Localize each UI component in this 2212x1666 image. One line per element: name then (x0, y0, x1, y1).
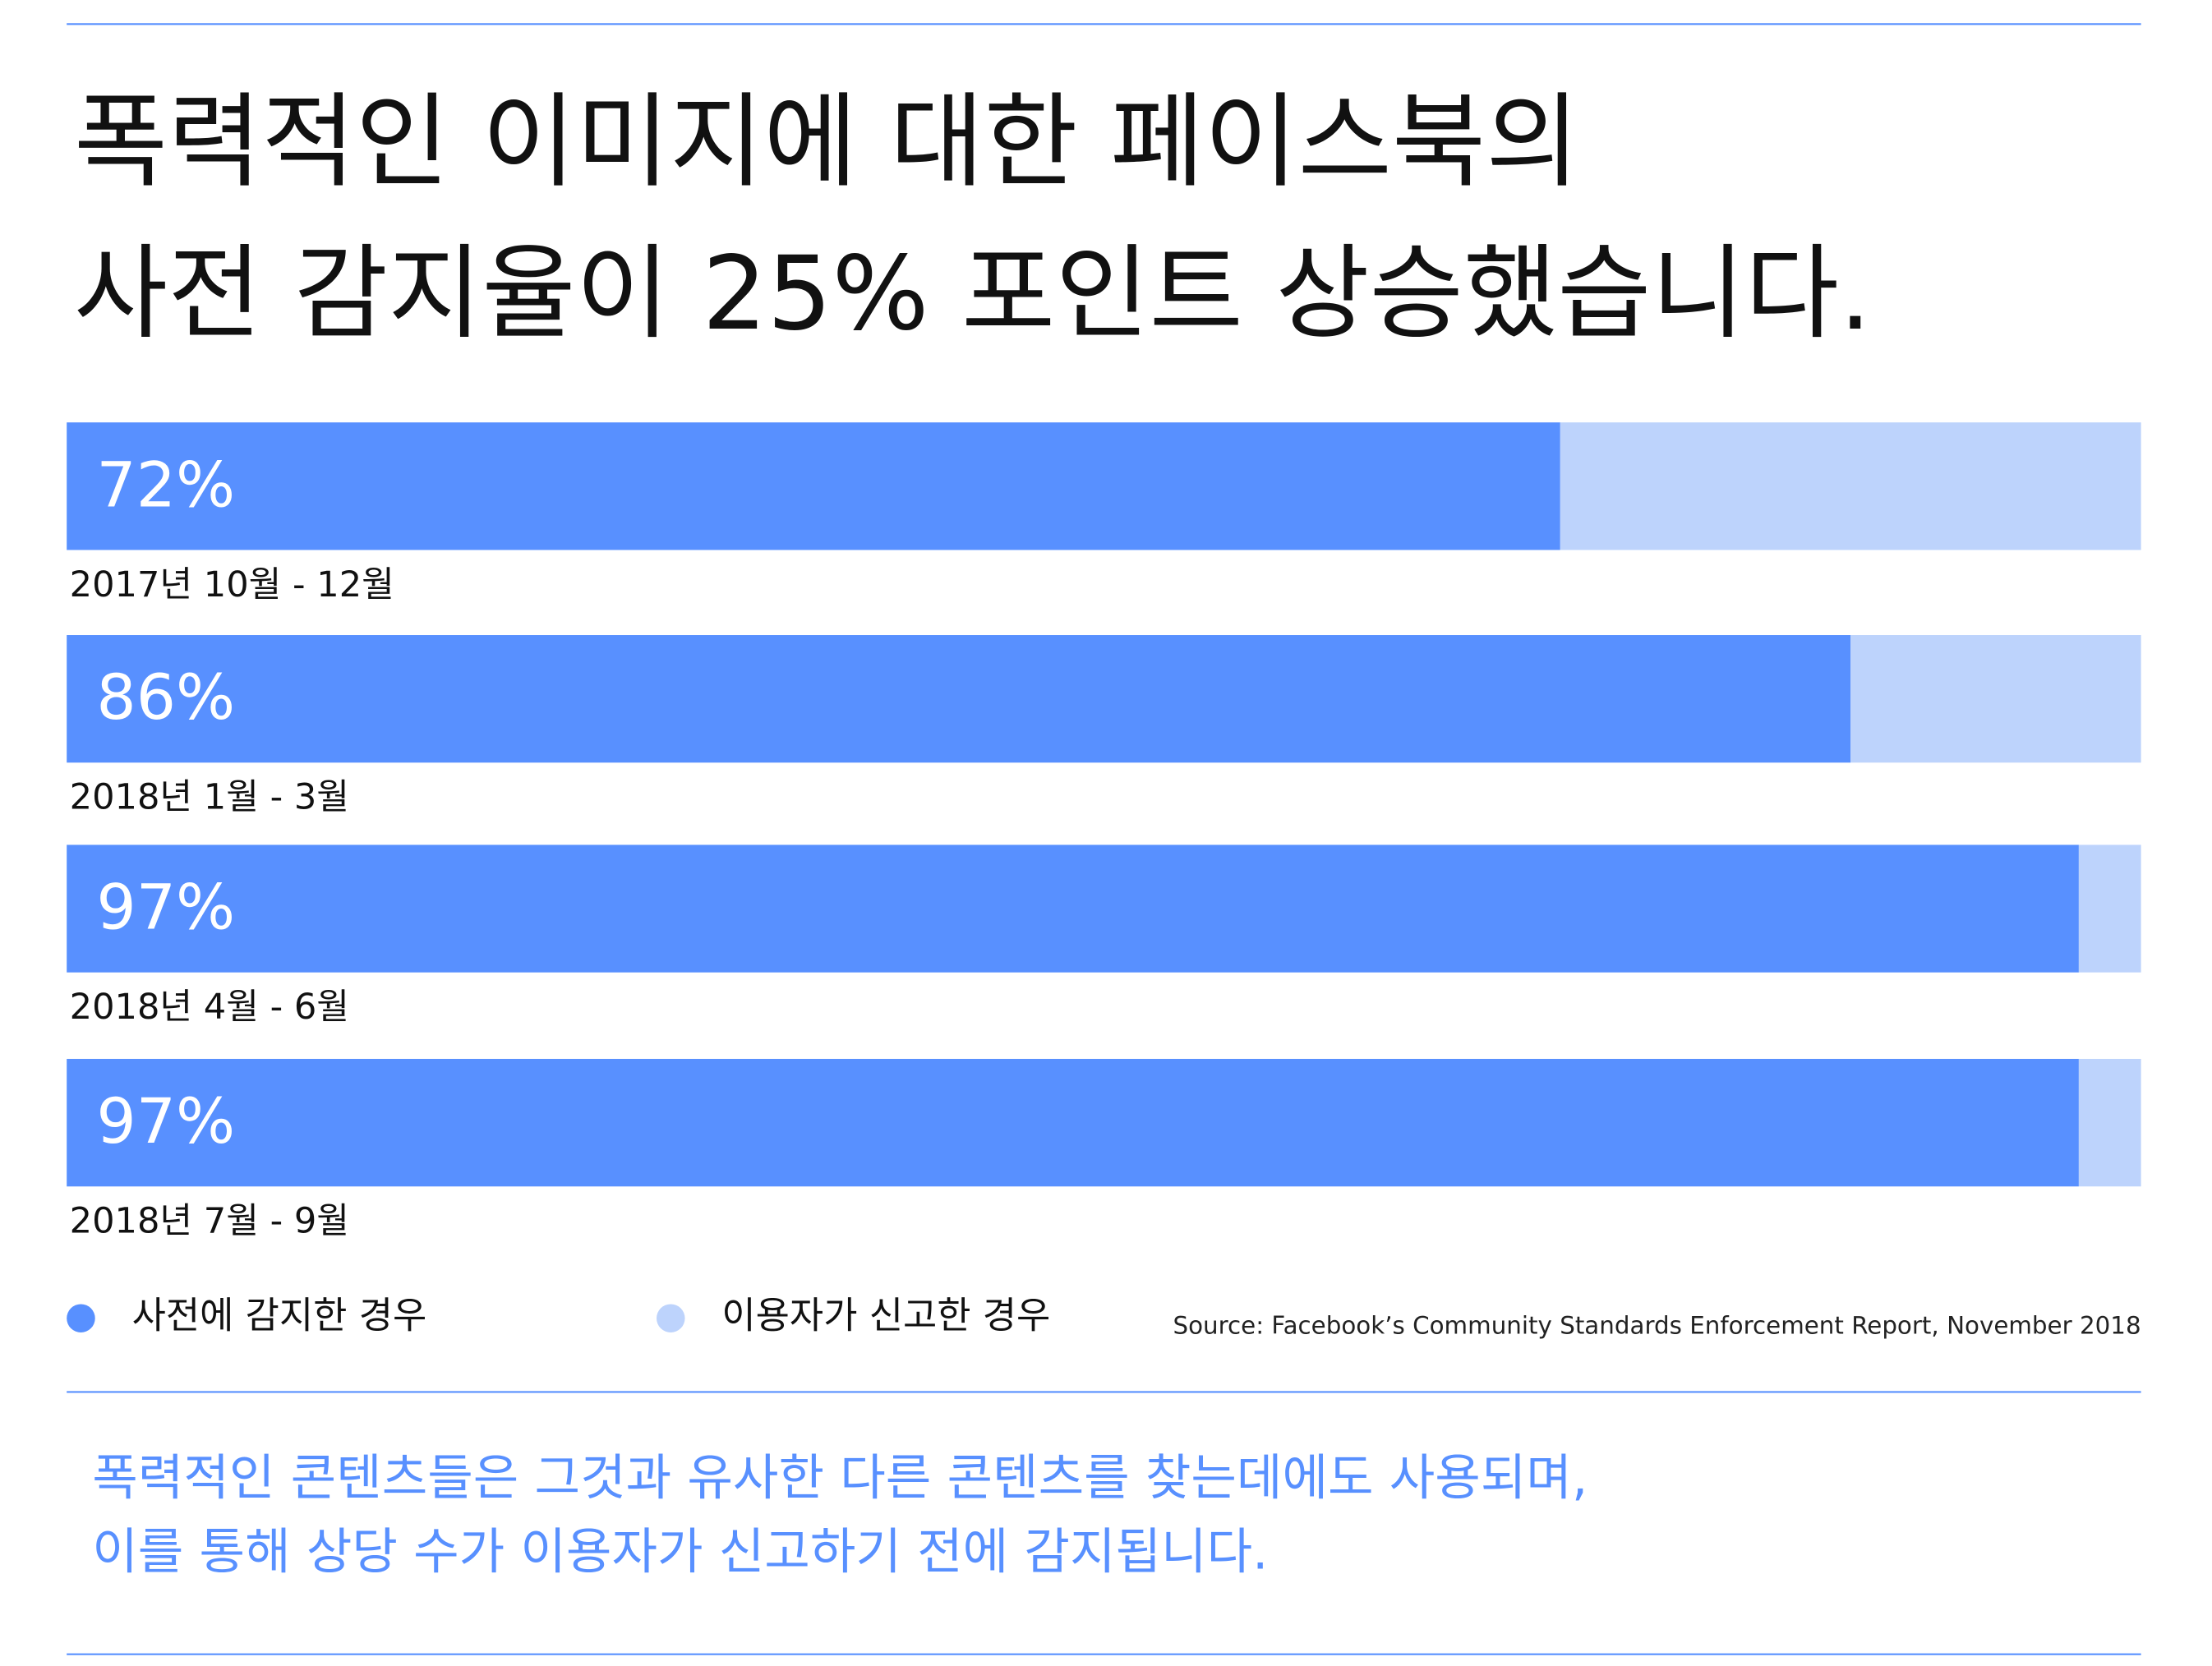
category-label: 2018년 1월 - 3월 (70, 777, 349, 818)
value-label: 86% (96, 661, 235, 734)
bar-segment (1850, 635, 2141, 763)
legend-marker (67, 1304, 95, 1332)
legend-label: 이용자가 신고한 경우 (721, 1294, 1050, 1337)
bar-segment (2078, 1058, 2141, 1187)
caption: 폭력적인 콘텐츠들은 그것과 유사한 다른 콘텐츠를 찾는데에도 사용되며, (92, 1450, 1588, 1507)
value-label: 72% (96, 449, 235, 521)
bar-segment (67, 422, 1560, 550)
caption: 이를 통해 상당 수가 이용자가 신고하기 전에 감지됩니다. (92, 1523, 1268, 1581)
bar-segment (67, 845, 2079, 973)
bar-segment (67, 1058, 2079, 1187)
value-label: 97% (96, 871, 235, 943)
category-label: 2017년 10월 - 12월 (70, 564, 394, 605)
chart-title: 폭력적인 이미지에 대한 페이스북의 (74, 83, 1580, 201)
bar-segment (67, 635, 1851, 763)
bar-segment (2078, 845, 2141, 973)
legend-label: 사전에 감지한 경우 (132, 1294, 427, 1337)
legend-marker (657, 1304, 685, 1332)
value-label: 97% (96, 1085, 235, 1157)
source: Source: Facebook’s Community Standards E… (1173, 1312, 2141, 1340)
category-label: 2018년 4월 - 6월 (70, 987, 349, 1028)
bar-segment (1560, 422, 2141, 550)
chart-title: 사전 감지율이 25% 포인트 상승했습니다. (74, 235, 1872, 353)
category-label: 2018년 7월 - 9월 (70, 1201, 349, 1242)
